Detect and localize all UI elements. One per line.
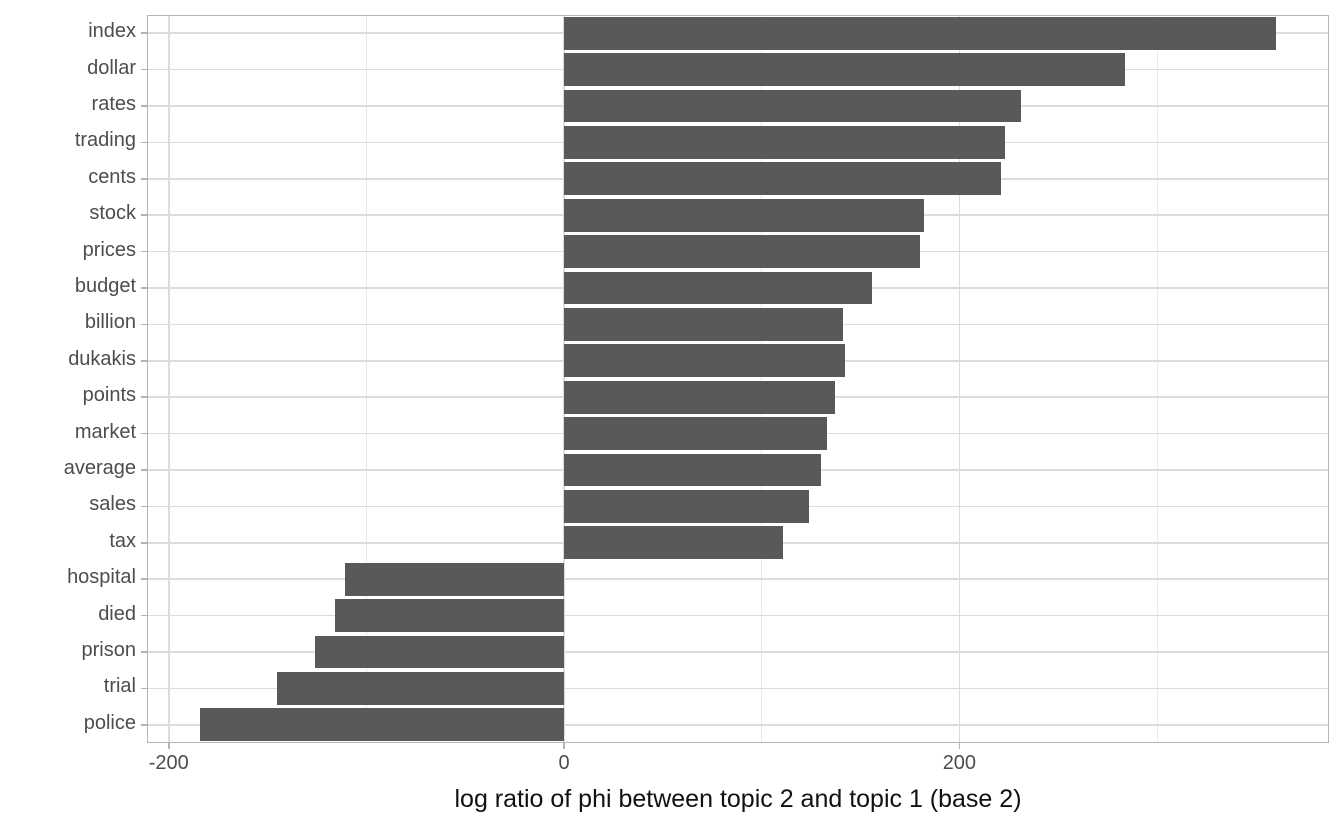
gridline-y-police <box>147 724 1329 726</box>
x-axis-tick-label--200: -200 <box>148 752 189 774</box>
y-axis-tick-points <box>141 396 147 398</box>
y-axis-label-trading: trading <box>74 129 136 152</box>
x-axis-tick-200 <box>958 743 961 749</box>
gridline-major-x--200 <box>167 15 170 743</box>
bar-prices <box>564 235 920 268</box>
y-axis-tick-prison <box>141 651 147 653</box>
bar-prison <box>315 635 565 669</box>
y-axis-tick-hospital <box>141 578 147 580</box>
y-axis-label-hospital: hospital <box>67 566 136 589</box>
x-axis-tick-label-200: 200 <box>942 752 977 774</box>
y-axis-tick-died <box>141 614 147 617</box>
bar-tax <box>564 526 784 560</box>
y-axis-label-dukakis: dukakis <box>68 347 136 370</box>
x-axis-tick--200 <box>167 743 170 749</box>
y-axis-tick-tax <box>141 542 147 544</box>
y-axis-label-sales: sales <box>89 493 136 516</box>
y-axis-label-dollar: dollar <box>87 56 136 79</box>
bar-cents <box>564 162 1001 196</box>
y-axis-label-billion: billion <box>84 311 136 334</box>
bar-sales <box>564 490 810 523</box>
bar-average <box>564 453 821 487</box>
y-axis-tick-prices <box>141 250 147 253</box>
y-axis-tick-average <box>141 469 147 471</box>
y-axis-tick-dollar <box>141 68 147 71</box>
gridline-minor-x-100 <box>761 15 763 743</box>
x-axis-title: log ratio of phi between topic 2 and top… <box>454 785 1022 813</box>
y-axis-tick-billion <box>141 323 147 326</box>
gridline-minor-x-300 <box>1156 15 1158 743</box>
bar-rates <box>564 89 1021 123</box>
y-axis-labels: index dollar rates trading cents stock prices b… <box>0 15 136 743</box>
y-axis-label-points: points <box>82 384 136 407</box>
bar-billion <box>564 308 843 341</box>
bar-died <box>334 599 565 632</box>
y-axis-tick-cents <box>141 178 147 180</box>
y-axis-tick-index <box>141 32 147 34</box>
y-axis-label-average: average <box>63 457 136 479</box>
bar-trading <box>564 126 1005 159</box>
y-axis-tick-market <box>141 432 147 435</box>
y-axis-label-tax: tax <box>109 529 136 552</box>
gridline-y-hospital <box>147 578 1329 580</box>
gridline-major-x-0 <box>563 15 565 743</box>
y-axis-label-market: market <box>74 420 136 443</box>
y-axis-label-stock: stock <box>89 202 136 225</box>
bar-trial <box>277 672 565 705</box>
y-axis-label-died: died <box>98 602 136 625</box>
panel-border <box>147 15 1329 743</box>
x-axis-tick-label-0: 0 <box>558 752 570 774</box>
y-axis-label-index: index <box>88 20 136 43</box>
bar-police <box>200 708 565 742</box>
y-axis-label-prices: prices <box>82 238 136 261</box>
y-axis-label-police: police <box>83 711 136 734</box>
y-axis-label-rates: rates <box>91 93 136 115</box>
y-axis-tick-sales <box>141 505 147 508</box>
gridline-minor-x--100 <box>365 15 367 743</box>
bar-hospital <box>344 562 565 596</box>
y-axis-tick-dukakis <box>141 360 147 362</box>
bar-points <box>564 380 835 414</box>
gridline-y-prison <box>147 651 1329 653</box>
bar-index <box>564 16 1276 50</box>
plot-panel <box>147 15 1329 743</box>
y-axis-label-cents: cents <box>88 165 136 188</box>
y-axis-tick-police <box>141 724 147 726</box>
y-axis-label-trial: trial <box>103 675 136 698</box>
y-axis-tick-trading <box>141 141 147 144</box>
y-axis-label-budget: budget <box>74 275 136 297</box>
y-axis-tick-stock <box>141 214 147 216</box>
bar-budget <box>564 271 873 305</box>
gridline-major-x-200 <box>958 15 961 743</box>
y-axis-tick-trial <box>141 687 147 690</box>
bar-dukakis <box>564 344 845 378</box>
y-axis-tick-budget <box>141 287 147 289</box>
bar-dollar <box>564 53 1126 86</box>
gridline-y-died <box>147 614 1329 617</box>
y-axis-tick-rates <box>141 105 147 107</box>
gridline-y-trial <box>147 687 1329 690</box>
y-axis-label-prison: prison <box>81 639 136 661</box>
bar-stock <box>564 198 924 232</box>
bar-market <box>564 417 827 450</box>
x-axis-tick-0 <box>563 743 565 749</box>
